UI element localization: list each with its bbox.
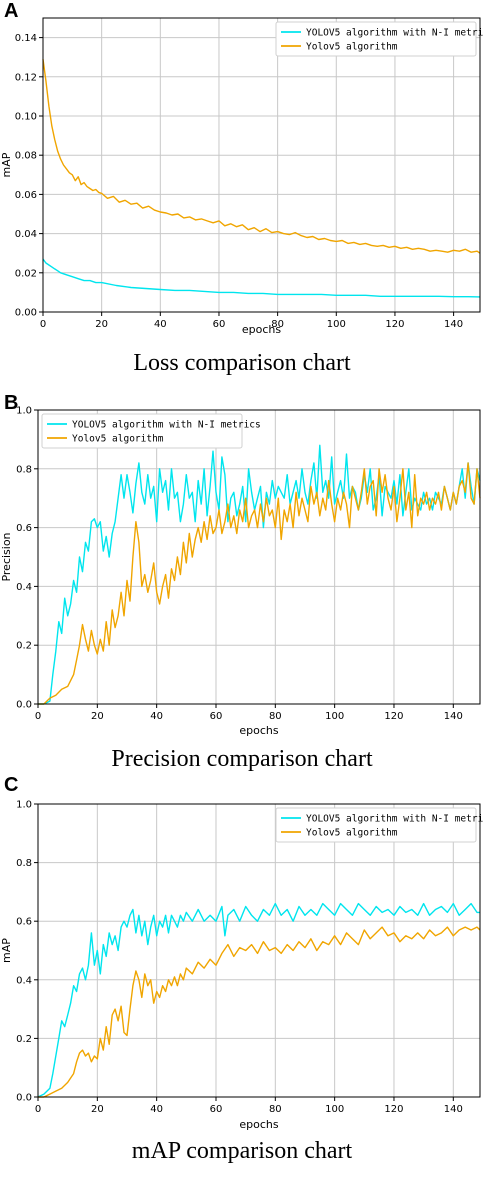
- x-axis-label: epochs: [239, 724, 278, 737]
- y-tick-label: 0.02: [15, 268, 37, 279]
- map-chart: 0 20 40 60 80 100 120 140 0.0 0.2 0.4 0.6 0.8 1.0 epoc…: [0, 800, 484, 1132]
- panel-letter: B: [4, 392, 19, 414]
- legend-box: [275, 21, 477, 57]
- y-tick-label: 1.0: [16, 406, 32, 417]
- y-tick-label: 0.2: [16, 641, 32, 652]
- y-axis-label: mAP: [0, 152, 13, 177]
- y-axis-label: mAP: [0, 938, 13, 963]
- x-axis-label: epochs: [239, 1118, 278, 1131]
- x-tick-label: 80: [269, 711, 282, 722]
- y-tick-label: 0.06: [15, 190, 37, 201]
- precision-chart: 0 20 40 60 80 100 120 140 0.0 0.2 0.4 0.6 0.8 1.0 epoc…: [0, 406, 481, 737]
- chart-caption: Precision comparison chart: [111, 746, 373, 772]
- x-tick-label: 120: [385, 319, 404, 330]
- panel-b: B 0 20 40 60 80 100 120 140 0.0 0.2 0.4 0.6 0.8 1.0 ep…: [0, 392, 484, 784]
- y-tick-label: 1.0: [16, 800, 32, 811]
- series-line-nl: [42, 258, 481, 298]
- chart-caption: mAP comparison chart: [131, 1138, 353, 1164]
- y-tick-label: 0.0: [16, 1093, 32, 1104]
- panel-c: C 0 20 40 60 80 100 120 140 0.0 0.2 0.4 0.6 0.8 1.0 ep…: [0, 774, 484, 1181]
- x-tick-label: 100: [325, 711, 344, 722]
- y-tick-label: 0.00: [15, 308, 37, 319]
- plot-frame: [37, 803, 481, 1098]
- y-tick-label: 0.2: [16, 1034, 32, 1045]
- series-line-base: [42, 59, 481, 254]
- plot-frame: [37, 409, 481, 705]
- x-axis-label: epochs: [242, 323, 281, 336]
- panel-letter: C: [4, 774, 19, 796]
- chart-caption: Loss comparison chart: [133, 350, 351, 376]
- y-tick-label: 0.6: [16, 917, 32, 928]
- x-tick-label: 120: [384, 711, 403, 722]
- x-tick-label: 100: [325, 1104, 344, 1115]
- x-tick-label: 40: [154, 319, 167, 330]
- panel-letter: A: [4, 0, 19, 22]
- x-tick-label: 100: [327, 319, 346, 330]
- y-tick-label: 0.04: [15, 229, 37, 240]
- legend-label: YOLOV5 algorithm with N-I metrics: [306, 28, 484, 39]
- y-tick-label: 0.8: [16, 464, 32, 475]
- legend-box: [41, 413, 243, 449]
- legend-label: YOLOV5 algorithm with N-I metrics: [72, 420, 261, 431]
- y-tick-label: 0.0: [16, 700, 32, 711]
- y-axis-label: Precision: [0, 532, 13, 581]
- x-tick-label: 80: [271, 319, 284, 330]
- x-tick-label: 20: [95, 319, 108, 330]
- x-tick-label: 60: [210, 711, 223, 722]
- x-tick-label: 0: [35, 1104, 41, 1115]
- x-tick-label: 40: [150, 1104, 163, 1115]
- loss-chart: 0 20 40 60 80 100 120 140 0.00 0.02 0.04 0.06 0.08 0.…: [0, 17, 484, 336]
- legend-label: Yolov5 algorithm: [306, 42, 398, 53]
- x-tick-label: 140: [444, 319, 463, 330]
- series-line-nl: [37, 902, 480, 1098]
- series-line-base: [38, 926, 481, 1098]
- y-tick-label: 0.4: [16, 582, 32, 593]
- legend-label: YOLOV5 algorithm with N-I metrics: [306, 814, 484, 825]
- panel-a: A 0 20 40 60 80 100 120 140 0.00 0.02 0.04 0.06 0.08…: [0, 0, 484, 394]
- x-tick-label: 0: [40, 319, 46, 330]
- legend-box: [275, 807, 477, 843]
- legend-label: Yolov5 algorithm: [306, 828, 398, 839]
- x-tick-label: 20: [91, 1104, 104, 1115]
- x-tick-label: 140: [444, 1104, 463, 1115]
- y-tick-label: 0.4: [16, 975, 32, 986]
- x-tick-label: 40: [150, 711, 163, 722]
- y-tick-label: 0.8: [16, 858, 32, 869]
- x-tick-label: 0: [35, 711, 41, 722]
- x-tick-label: 80: [269, 1104, 282, 1115]
- x-tick-label: 120: [384, 1104, 403, 1115]
- y-tick-label: 0.08: [15, 151, 37, 162]
- x-tick-label: 60: [213, 319, 226, 330]
- y-tick-label: 0.10: [15, 112, 37, 123]
- y-tick-label: 0.12: [15, 72, 37, 83]
- x-tick-label: 20: [91, 711, 104, 722]
- legend-label: Yolov5 algorithm: [72, 434, 164, 445]
- series-line-base: [38, 462, 481, 705]
- y-tick-label: 0.14: [15, 33, 37, 44]
- y-tick-label: 0.6: [16, 523, 32, 534]
- plot-frame: [42, 17, 481, 313]
- series-line-nl: [38, 444, 481, 705]
- x-tick-label: 140: [444, 711, 463, 722]
- x-tick-label: 60: [210, 1104, 223, 1115]
